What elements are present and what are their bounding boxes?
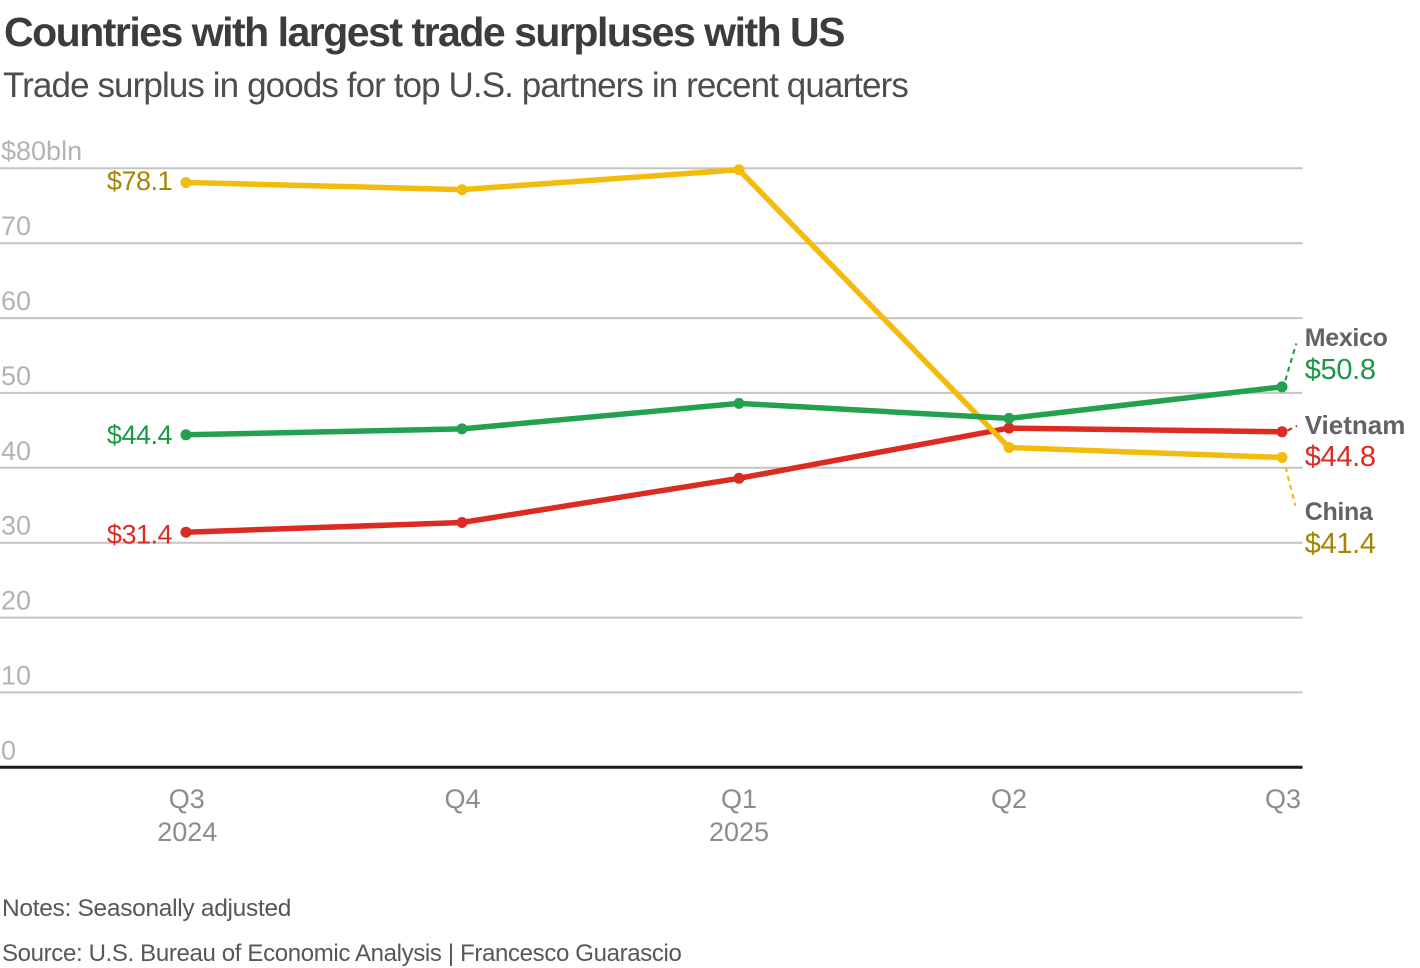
svg-text:$50.8: $50.8 bbox=[1305, 354, 1376, 386]
svg-text:Q3: Q3 bbox=[169, 784, 205, 814]
svg-text:Q1: Q1 bbox=[721, 784, 757, 814]
svg-text:10: 10 bbox=[1, 660, 31, 690]
svg-text:Mexico: Mexico bbox=[1305, 324, 1388, 352]
svg-text:$44.4: $44.4 bbox=[107, 420, 173, 450]
svg-text:$78.1: $78.1 bbox=[107, 166, 172, 196]
svg-text:30: 30 bbox=[1, 511, 31, 541]
svg-text:20: 20 bbox=[1, 586, 31, 616]
svg-text:70: 70 bbox=[1, 211, 31, 241]
svg-text:0: 0 bbox=[1, 735, 16, 765]
svg-text:Trade surplus in goods for top: Trade surplus in goods for top U.S. part… bbox=[3, 66, 908, 105]
svg-text:Q3: Q3 bbox=[1265, 784, 1301, 814]
svg-text:2025: 2025 bbox=[709, 817, 769, 847]
svg-text:Q4: Q4 bbox=[444, 784, 480, 814]
svg-text:Notes: Seasonally adjusted: Notes: Seasonally adjusted bbox=[2, 895, 291, 922]
svg-text:$41.4: $41.4 bbox=[1305, 528, 1376, 560]
svg-text:2024: 2024 bbox=[157, 817, 217, 847]
svg-text:Vietnam: Vietnam bbox=[1305, 410, 1406, 440]
svg-text:$31.4: $31.4 bbox=[107, 520, 173, 550]
svg-text:50: 50 bbox=[1, 361, 31, 391]
svg-text:Q2: Q2 bbox=[991, 784, 1027, 814]
svg-text:Source: U.S. Bureau of Economi: Source: U.S. Bureau of Economic Analysis… bbox=[2, 940, 682, 967]
svg-text:$80bln: $80bln bbox=[1, 136, 82, 166]
svg-text:60: 60 bbox=[1, 286, 31, 316]
svg-text:Countries with largest trade s: Countries with largest trade surpluses w… bbox=[4, 9, 844, 55]
svg-text:40: 40 bbox=[1, 436, 31, 466]
svg-text:$44.8: $44.8 bbox=[1305, 441, 1376, 473]
svg-text:China: China bbox=[1305, 498, 1374, 526]
